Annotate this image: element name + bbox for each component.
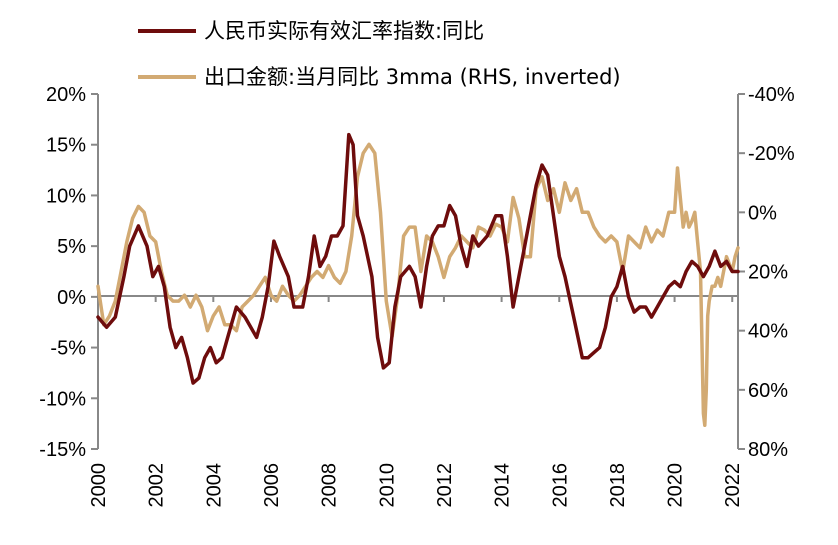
x-tick-label: 2020 xyxy=(665,463,687,508)
right-y-axis-ticks: -40% -20% 0% 20% 40% 60% 80% xyxy=(738,84,795,461)
series-line-exports xyxy=(96,142,740,428)
x-tick-label: 2018 xyxy=(607,463,629,508)
right-tick-label: 0% xyxy=(748,202,777,224)
legend-label-reer: 人民币实际有效汇率指数:同比 xyxy=(204,19,484,43)
x-axis-ticks: 2000 2002 2004 2006 2008 2010 2012 2014 2016 2018… xyxy=(88,296,744,508)
left-tick-label: 10% xyxy=(46,185,86,207)
right-tick-label: 80% xyxy=(748,439,788,461)
axes xyxy=(97,94,739,449)
left-tick-label: -15% xyxy=(39,439,86,461)
left-tick-label: 15% xyxy=(46,135,86,157)
left-tick-label: 5% xyxy=(57,236,86,258)
left-tick-label: -10% xyxy=(39,388,86,410)
right-tick-label: 60% xyxy=(748,380,788,402)
left-tick-label: -5% xyxy=(50,338,86,360)
legend: 人民币实际有效汇率指数:同比 出口金额:当月同比 3mma (RHS, inve… xyxy=(138,19,621,89)
x-tick-label: 2006 xyxy=(261,463,283,508)
legend-label-exports: 出口金额:当月同比 3mma (RHS, inverted) xyxy=(204,65,621,89)
x-tick-label: 2012 xyxy=(434,463,456,508)
x-tick-label: 2004 xyxy=(203,463,225,508)
left-tick-label: 0% xyxy=(57,287,86,309)
right-tick-label: 40% xyxy=(748,321,788,343)
left-y-axis-ticks: 20% 15% 10% 5% 0% -5% -10% -15% xyxy=(39,84,98,461)
x-tick-label: 2002 xyxy=(146,463,168,508)
right-tick-label: 20% xyxy=(748,262,788,284)
x-tick-label: 2008 xyxy=(319,463,341,508)
x-tick-label: 2014 xyxy=(492,463,514,508)
left-tick-label: 20% xyxy=(46,84,86,106)
series-line-reer xyxy=(96,132,740,385)
x-tick-label: 2000 xyxy=(88,463,110,508)
x-tick-label: 2022 xyxy=(722,463,744,508)
x-tick-label: 2010 xyxy=(376,463,398,508)
right-tick-label: -20% xyxy=(748,143,795,165)
x-tick-label: 2016 xyxy=(549,463,571,508)
right-tick-label: -40% xyxy=(748,84,795,106)
